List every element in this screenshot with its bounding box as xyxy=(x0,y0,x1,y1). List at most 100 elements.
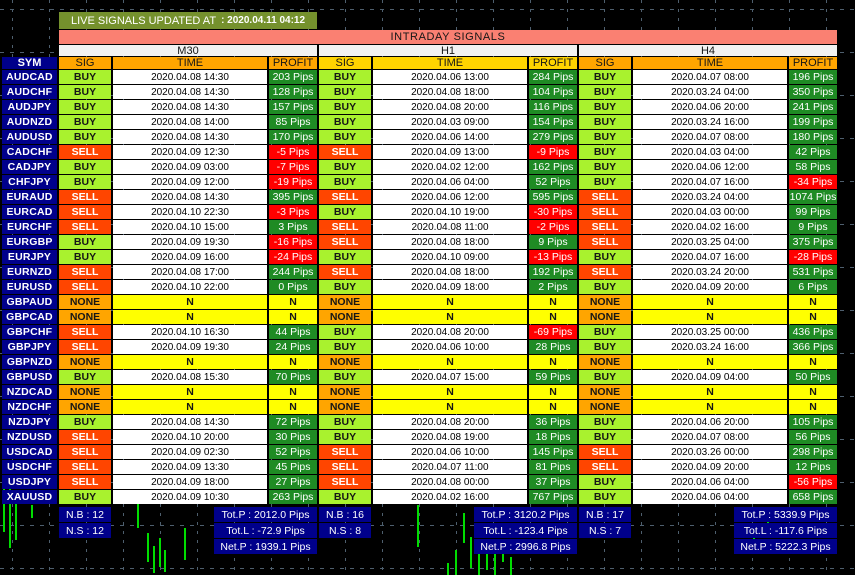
signal-cell: BUY xyxy=(59,175,111,189)
signal-cell: SELL xyxy=(579,265,631,279)
profit-cell: 50 Pips xyxy=(789,370,837,384)
time-cell: 2020.03.24 16:00 xyxy=(633,115,787,129)
h4-time-header: TIME xyxy=(633,57,787,69)
time-cell: 2020.03.24 20:00 xyxy=(633,265,787,279)
time-cell: 2020.04.08 19:00 xyxy=(373,430,527,444)
time-cell: 2020.04.08 14:30 xyxy=(113,70,267,84)
profit-cell: -69 Pips xyxy=(529,325,577,339)
time-cell: N xyxy=(633,295,787,309)
time-cell: 2020.04.07 08:00 xyxy=(633,430,787,444)
time-cell: 2020.04.02 16:00 xyxy=(373,490,527,504)
profit-cell: -2 Pips xyxy=(529,220,577,234)
time-cell: 2020.04.09 02:30 xyxy=(113,445,267,459)
h4-buy-count: N.B : 17 xyxy=(579,507,631,522)
table-row: AUDCAD BUY 2020.04.08 14:30 203 Pips BUY 2020… xyxy=(2,70,837,84)
time-cell: N xyxy=(373,355,527,369)
symbol-cell: GBPAUD xyxy=(2,295,57,309)
signal-cell: SELL xyxy=(319,220,371,234)
candlestick-wick xyxy=(447,563,449,575)
time-cell: 2020.04.09 19:30 xyxy=(113,235,267,249)
profit-cell: -56 Pips xyxy=(789,475,837,489)
signal-cell: BUY xyxy=(319,205,371,219)
candlestick-wick xyxy=(463,513,465,543)
time-cell: 2020.04.06 14:00 xyxy=(373,130,527,144)
signal-cell: BUY xyxy=(319,175,371,189)
grid-line-horizontal xyxy=(0,525,855,526)
signal-cell: SELL xyxy=(59,190,111,204)
sym-column-header: SYM xyxy=(2,57,57,69)
time-cell: 2020.04.10 20:00 xyxy=(113,430,267,444)
signal-cell: NONE xyxy=(579,385,631,399)
signal-cell: SELL xyxy=(579,460,631,474)
profit-cell: -16 Pips xyxy=(269,235,317,249)
signal-cell: SELL xyxy=(59,340,111,354)
signal-cell: BUY xyxy=(319,415,371,429)
intraday-signals-title: INTRADAY SIGNALS xyxy=(59,30,837,44)
signal-cell: BUY xyxy=(579,115,631,129)
symbol-cell: GBPUSD xyxy=(2,370,57,384)
time-cell: 2020.04.07 16:00 xyxy=(633,250,787,264)
signal-cell: NONE xyxy=(579,400,631,414)
time-cell: 2020.04.07 15:00 xyxy=(373,370,527,384)
time-cell: 2020.04.06 13:00 xyxy=(373,70,527,84)
signal-cell: BUY xyxy=(579,475,631,489)
h4-total-profit: Tot.P : 5339.9 Pips xyxy=(734,507,837,522)
signal-cell: BUY xyxy=(579,280,631,294)
profit-cell: 9 Pips xyxy=(529,235,577,249)
signal-cell: SELL xyxy=(59,265,111,279)
time-cell: 2020.03.25 04:00 xyxy=(633,235,787,249)
profit-cell: 196 Pips xyxy=(789,70,837,84)
table-row: AUDNZD BUY 2020.04.08 14:00 85 Pips BUY 2020.… xyxy=(2,115,837,129)
time-cell: 2020.04.09 20:00 xyxy=(633,280,787,294)
profit-cell: 244 Pips xyxy=(269,265,317,279)
profit-cell: 1074 Pips xyxy=(789,190,837,204)
time-cell: 2020.04.09 18:00 xyxy=(113,475,267,489)
time-cell: 2020.04.10 09:00 xyxy=(373,250,527,264)
time-cell: 2020.04.08 14:30 xyxy=(113,415,267,429)
candlestick-wick xyxy=(417,505,419,547)
time-cell: 2020.03.25 00:00 xyxy=(633,325,787,339)
time-cell: 2020.04.02 16:00 xyxy=(633,220,787,234)
profit-cell: 241 Pips xyxy=(789,100,837,114)
profit-cell: 18 Pips xyxy=(529,430,577,444)
table-row: NZDCAD NONE N N NONE N N NONE N N xyxy=(2,385,837,399)
profit-cell: N xyxy=(269,355,317,369)
time-cell: N xyxy=(633,400,787,414)
signal-cell: NONE xyxy=(319,295,371,309)
candlestick-wick xyxy=(164,550,166,572)
time-cell: 2020.04.08 18:00 xyxy=(373,85,527,99)
profit-cell: 298 Pips xyxy=(789,445,837,459)
symbol-cell: AUDUSD xyxy=(2,130,57,144)
time-cell: 2020.04.06 04:00 xyxy=(633,490,787,504)
profit-cell: 162 Pips xyxy=(529,160,577,174)
symbol-cell: EURUSD xyxy=(2,280,57,294)
profit-cell: 128 Pips xyxy=(269,85,317,99)
profit-cell: N xyxy=(529,400,577,414)
signal-cell: BUY xyxy=(59,70,111,84)
signal-cell: BUY xyxy=(59,370,111,384)
h1-profit-header: PROFIT xyxy=(529,57,577,69)
symbol-cell: NZDJPY xyxy=(2,415,57,429)
candlestick-wick xyxy=(510,557,512,575)
profit-cell: 72 Pips xyxy=(269,415,317,429)
time-cell: 2020.04.10 19:00 xyxy=(373,205,527,219)
profit-cell: 395 Pips xyxy=(269,190,317,204)
profit-cell: 28 Pips xyxy=(529,340,577,354)
time-cell: N xyxy=(113,355,267,369)
signal-cell: SELL xyxy=(319,265,371,279)
time-cell: 2020.04.08 20:00 xyxy=(373,415,527,429)
signal-cell: BUY xyxy=(59,85,111,99)
profit-cell: 12 Pips xyxy=(789,460,837,474)
time-cell: 2020.04.06 10:00 xyxy=(373,340,527,354)
candlestick-wick xyxy=(159,538,161,567)
live-signals-banner: LIVE SIGNALS UPDATED AT : 2020.04.11 04:… xyxy=(59,12,317,29)
table-row: CADJPY BUY 2020.04.09 03:00 -7 Pips BUY 2020.… xyxy=(2,160,837,174)
signal-cell: BUY xyxy=(579,250,631,264)
time-cell: 2020.04.02 12:00 xyxy=(373,160,527,174)
symbol-cell: USDCHF xyxy=(2,460,57,474)
symbol-cell: CHFJPY xyxy=(2,175,57,189)
time-cell: 2020.04.06 04:00 xyxy=(373,175,527,189)
m30-sig-header: SIG xyxy=(59,57,111,69)
profit-cell: 44 Pips xyxy=(269,325,317,339)
